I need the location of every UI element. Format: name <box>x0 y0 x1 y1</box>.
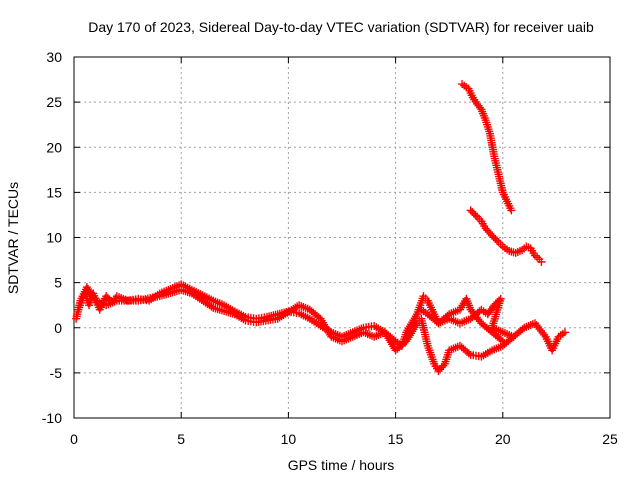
y-tick-label: -10 <box>42 410 62 426</box>
y-axis-label: SDTVAR / TECUs <box>5 182 21 294</box>
data-point <box>497 335 506 344</box>
data-point <box>471 211 480 220</box>
x-tick-label: 20 <box>495 431 511 447</box>
grid <box>74 57 610 418</box>
data-point <box>492 236 501 245</box>
x-tick-label: 10 <box>281 431 297 447</box>
y-tick-label: 5 <box>54 275 62 291</box>
x-tick-label: 0 <box>70 431 78 447</box>
data-points <box>72 80 569 376</box>
data-point <box>509 332 518 341</box>
x-tick-label: 5 <box>177 431 185 447</box>
data-point <box>540 330 549 339</box>
y-tick-label: 25 <box>46 94 62 110</box>
y-tick-label: 15 <box>46 184 62 200</box>
x-tick-label: 25 <box>602 431 618 447</box>
y-tick-label: 0 <box>54 320 62 336</box>
axis-ticks: 0 5 10 15 20 25 -10 -5 0 5 10 15 20 25 30 <box>42 49 618 447</box>
data-point <box>560 328 569 337</box>
x-axis-label: GPS time / hours <box>288 457 395 473</box>
data-point <box>439 361 448 370</box>
data-point <box>207 302 216 311</box>
data-point <box>464 349 473 358</box>
data-point <box>537 257 546 266</box>
chart-title: Day 170 of 2023, Sidereal Day-to-day VTE… <box>88 19 594 35</box>
y-tick-label: -5 <box>50 365 63 381</box>
y-tick-label: 30 <box>46 49 62 65</box>
data-point <box>507 206 516 215</box>
y-tick-label: 20 <box>46 139 62 155</box>
x-tick-label: 15 <box>388 431 404 447</box>
y-tick-label: 10 <box>46 230 62 246</box>
